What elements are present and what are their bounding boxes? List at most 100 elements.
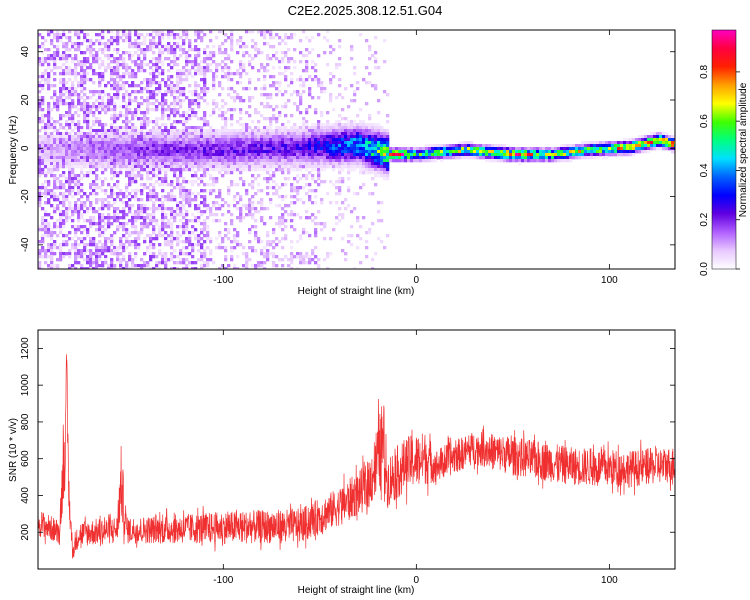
spectrogram-cell [50,84,54,88]
spectrogram-cell [320,144,324,148]
spectrogram-cell [341,168,345,172]
spectrogram-cell [344,129,348,133]
spectrogram-cell [383,150,387,154]
spectrogram-cell [113,162,117,166]
spectrogram-cell [341,144,345,148]
spectrogram-cell [62,57,66,61]
spectrogram-cell [308,129,312,133]
spectrogram-cell [194,33,198,37]
spectrogram-cell [218,243,222,247]
spectrogram-cell [269,159,273,163]
spectrogram-cell [332,156,336,160]
spectrogram-cell [218,219,222,223]
spectrogram-cell [329,147,333,151]
spectrogram-cell [356,87,360,91]
spectrogram-cell [131,72,135,76]
spectrogram-cell [314,150,318,154]
spectrogram-cell [155,45,159,49]
spectrogram-cell [191,213,195,217]
spectrogram-cell [353,99,357,103]
spectrogram-cell [260,141,264,145]
spectrogram-cell [50,234,54,238]
spectrogram-cell [377,201,381,205]
spectrogram-cell [197,258,201,262]
spectrogram-cell [227,192,231,196]
spectrogram-cell [188,135,192,139]
spectrogram-cell [116,57,120,61]
spectrogram-cell [323,132,327,136]
spectrogram-cell [386,150,390,154]
spectrogram-cell [74,228,78,232]
spectrogram-cell [167,141,171,145]
spectrogram-cell [98,165,102,169]
spectrogram-cell [302,162,306,166]
spectrogram-cell [263,168,267,172]
spectrogram-cell [50,174,54,178]
spectrogram-cell [191,219,195,223]
spectrogram-cell [116,48,120,52]
spectrogram-cell [164,84,168,88]
spectrogram-cell [230,132,234,136]
spectrogram-cell [302,90,306,94]
spectrogram-cell [77,198,81,202]
spectrogram-cell [140,231,144,235]
spectrogram-cell [317,258,321,262]
spectrogram-cell [83,105,87,109]
spectrogram-cell [53,174,57,178]
spectrogram-cell [155,153,159,157]
spectrogram-cell [53,180,57,184]
spectrogram-cell [104,243,108,247]
spectrogram-cell [251,168,255,172]
spectrogram-cell [119,171,123,175]
spectrogram-cell [239,243,243,247]
spectrogram-cell [530,147,534,151]
spectrogram-cell [311,153,315,157]
spectrogram-cell [95,144,99,148]
spectrogram-cell [191,60,195,64]
spectrogram-cell [443,144,447,148]
spectrogram-cell [317,138,321,142]
spectrogram-cell [254,177,258,181]
spectrogram-cell [236,267,240,269]
spectrogram-cell [311,60,315,64]
spectrogram-cell [152,138,156,142]
spectrogram-cell [551,156,555,160]
spectrogram-cell [197,66,201,70]
spectrogram-cell [365,150,369,154]
spectrogram-cell [179,186,183,190]
spectrogram-cell [50,156,54,160]
spectrogram-cell [65,162,69,166]
spectrogram-cell [473,147,477,151]
spectrogram-cell [179,156,183,160]
spectrogram-cell [149,78,153,82]
spectrogram-cell [197,249,201,253]
spectrogram-cell [92,93,96,97]
spectrogram-cell [314,156,318,160]
spectrogram-cell [110,30,114,34]
spectrogram-cell [44,144,48,148]
spectrogram-cell [107,132,111,136]
spectrogram-cell [371,84,375,88]
spectrogram-cell [41,219,45,223]
spectrogram-cell [323,258,327,262]
spectrogram-cell [56,219,60,223]
spectrogram-cell [278,90,282,94]
spectrogram-cell [317,144,321,148]
spectrogram-cell [446,150,450,154]
spectrogram-cell [122,81,126,85]
spectrogram-cell [53,66,57,70]
spectrogram-cell [377,159,381,163]
spectrogram-cell [347,153,351,157]
spectrogram-cell [122,162,126,166]
spectrogram-cell [308,141,312,145]
spectrogram-cell [269,243,273,247]
spectrogram-cell [179,171,183,175]
spectrogram-cell [179,87,183,91]
spectrogram-cell [107,195,111,199]
spectrogram-cell [227,150,231,154]
spectrogram-cell [323,123,327,127]
spectrogram-cell [143,141,147,145]
spectrogram-cell [266,255,270,259]
spectrogram-cell [323,237,327,241]
spectrogram-cell [266,240,270,244]
